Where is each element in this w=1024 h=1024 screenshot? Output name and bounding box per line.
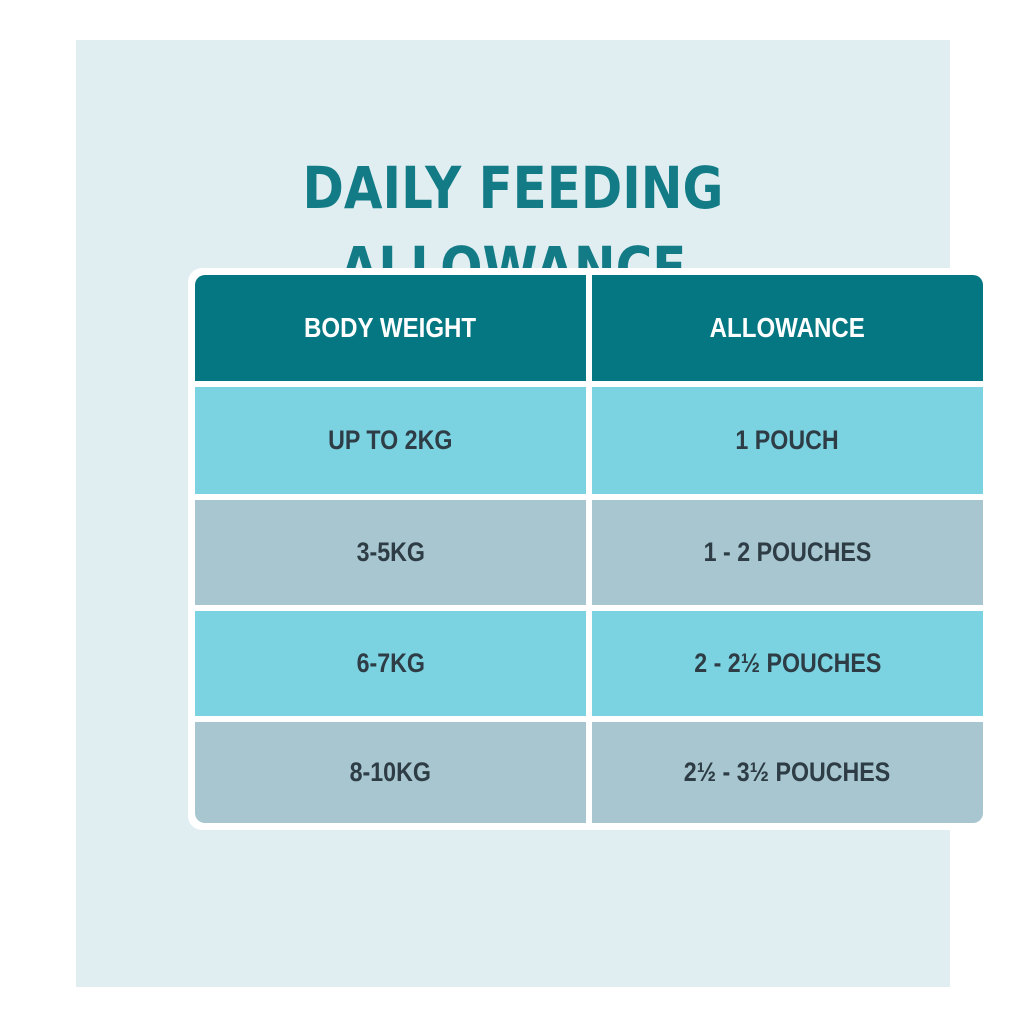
table-cell-weight: 3-5KG xyxy=(195,500,586,605)
table-cell-allowance: 1 - 2 POUCHES xyxy=(592,500,983,605)
feeding-table-grid: BODY WEIGHT ALLOWANCE UP TO 2KG 1 POUCH … xyxy=(195,275,983,823)
table-cell-weight: 8-10KG xyxy=(195,722,586,823)
column-header-body-weight: BODY WEIGHT xyxy=(195,275,586,381)
feeding-guide-panel: DAILY FEEDING ALLOWANCE BODY WEIGHT ALLO… xyxy=(76,40,990,987)
table-cell-allowance: 2 - 2½ POUCHES xyxy=(592,611,983,716)
feeding-table: BODY WEIGHT ALLOWANCE UP TO 2KG 1 POUCH … xyxy=(188,268,990,830)
table-cell-weight: UP TO 2KG xyxy=(195,387,586,494)
table-cell-allowance: 2½ - 3½ POUCHES xyxy=(592,722,983,823)
table-cell-allowance: 1 POUCH xyxy=(592,387,983,494)
column-header-allowance: ALLOWANCE xyxy=(592,275,983,381)
table-cell-weight: 6-7KG xyxy=(195,611,586,716)
